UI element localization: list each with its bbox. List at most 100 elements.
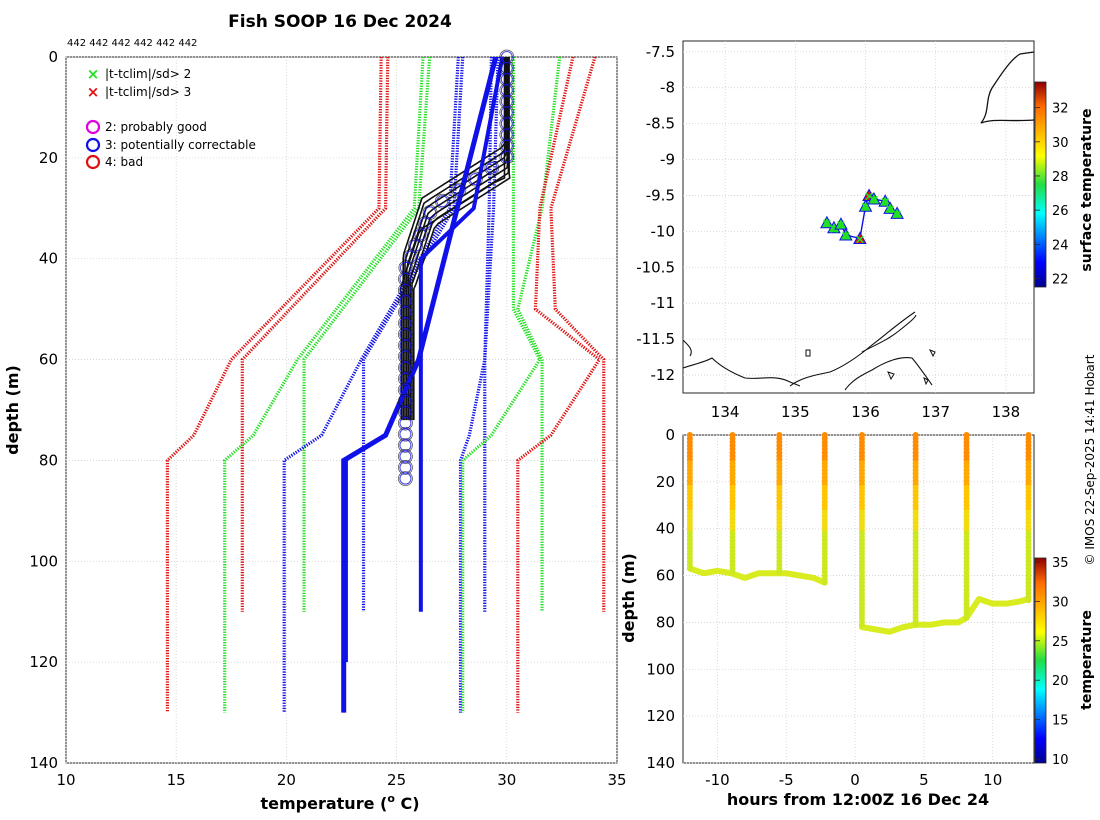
time-depth-ytick-label: 100 [646,660,675,678]
ship-track-triangle [853,231,867,245]
flag-marker-circle [398,437,413,453]
cast-marker [912,621,919,628]
profile-ytick-label: 80 [39,451,58,469]
flag-marker-circle [398,271,413,287]
temperature-colorbar-tick-label: 30 [1052,595,1069,610]
flag-marker-circle [398,360,413,375]
credit-text: © IMOS 22-Sep-2025 14:41 Hobart [1083,354,1097,565]
map-ytick-label: -11.5 [636,330,675,348]
flag-marker-circle [499,138,515,154]
flag-marker-circle [499,116,515,131]
map-ytick-label: -10 [651,222,676,240]
flag-marker-circle [499,105,515,120]
climatology-envelope-line [165,56,383,713]
reference-profiles [341,56,505,713]
cast-marker [686,565,693,572]
surface-temperature-label: surface temperature [1079,108,1095,271]
flag-marker-circle [419,217,432,230]
surface-temperature-colorbar-ticks: 22 24 26 28 30 32 [1035,102,1069,287]
surface-colorbar-tick-label: 30 [1052,136,1069,151]
map-ytick-label: -9 [660,151,675,169]
temperature-colorbar-tick-label: 35 [1052,556,1069,571]
cast-marker [963,614,970,621]
profile-ticks: 10 15 20 25 30 35 0 20 40 60 80 100 120 140 [29,48,626,789]
flag-marker-circle [398,282,413,298]
flag-marker-circle [398,338,413,353]
legend-sd3-label: |t-tclim|/sd> 3 [105,85,191,99]
profile-xtick-label: 35 [607,771,626,789]
flag-marker-circle [408,238,423,253]
ship-track-cross-icon: × [868,193,879,208]
flag-marker-circle [452,184,465,197]
map-xtick-label: 135 [781,403,810,421]
surface-colorbar-tick-label: 32 [1052,102,1069,117]
map-xtick-label: 138 [992,403,1021,421]
map-ytick-label: -8.5 [646,115,675,133]
flag-marker-circle [499,82,515,98]
map-ytick-label: -8 [660,79,675,97]
profile-xtick-label: 30 [497,771,516,789]
flag-marker-circle [499,49,515,65]
flag-marker-circle [399,472,412,485]
profile-xlabel-main: temperature ( [260,794,387,813]
profile-ytick-label: 0 [48,48,58,66]
flag-marker-circle [398,293,413,309]
coastline-northeast-shore [980,119,1035,124]
temperature-colorbar-ticks: 10 15 20 25 30 35 [1035,556,1069,768]
flag-marker-circle [398,260,414,276]
profile-ytick-label: 40 [39,250,58,268]
profile-xtick-label: 15 [167,771,186,789]
legend: × |t-tclim|/sd> 2 × |t-tclim|/sd> 3 2: p… [85,65,256,170]
time-depth-grid [683,434,1034,764]
flag-marker-circle [398,393,413,409]
ship-track-cross-icon: × [840,229,851,244]
surface-colorbar-tick-label: 28 [1052,170,1069,185]
profile-panel: 10 15 20 25 30 35 0 20 40 60 80 100 120 140 temperatu… [3,48,627,813]
map-xtick-label: 137 [921,403,950,421]
flag-marker-circle [469,172,482,186]
reference-profile-line [418,56,505,612]
ship-track-cross-icon: × [835,218,846,233]
flag-marker-circle [398,471,413,486]
ship-track-cross-icon: × [885,202,896,217]
temperature-colorbar-tick-label: 20 [1052,674,1069,689]
ship-track: ×××× ×××× ××× [820,188,904,248]
flag-marker-circle [398,449,413,464]
map-ytick-label: -9.5 [646,186,675,204]
flag-marker-circle [485,161,498,174]
profile-ytick-label: 100 [29,552,58,570]
cast-marker [1025,597,1032,604]
profile-xlabel: temperature (o C) [260,792,419,813]
legend-sd3-cross-icon: × [87,83,100,101]
flag-marker-circle [499,127,515,143]
time-depth-xtick-label: 5 [919,771,929,789]
profile-ytick-label: 120 [29,653,58,671]
legend-sd2-label: |t-tclim|/sd> 2 [105,67,191,81]
legend-bad-circle-icon [85,154,101,170]
temperature-colorbar-label: temperature [1079,610,1095,710]
flag-marker-circle [424,206,437,219]
cast-marker [821,579,828,586]
time-depth-xtick-label: 10 [983,771,1002,789]
flag-marker-circle [403,249,419,265]
time-depth-casts [686,432,1032,635]
flag-marker-circle [484,160,500,176]
flag-marker-circle [417,216,433,231]
ship-track-cross-icon: × [880,195,891,210]
time-depth-ytick-label: 80 [656,613,675,631]
figure-title: Fish SOOP 16 Dec 2024 [228,12,452,32]
flag-marker-circle [398,460,413,475]
coastline-islands [844,357,933,391]
flag-marker-circle [499,149,515,165]
time-depth-ytick-label: 60 [656,567,675,585]
climatology-envelope-line [458,56,493,713]
map-axes-box [682,40,1035,394]
coastline-south [682,357,801,387]
ship-track-triangle [867,191,881,205]
flag-marker-circle [409,239,422,252]
flag-marker-circle [398,371,413,387]
ship-track-triangle [890,206,904,219]
coastline-northeast [980,51,1035,124]
